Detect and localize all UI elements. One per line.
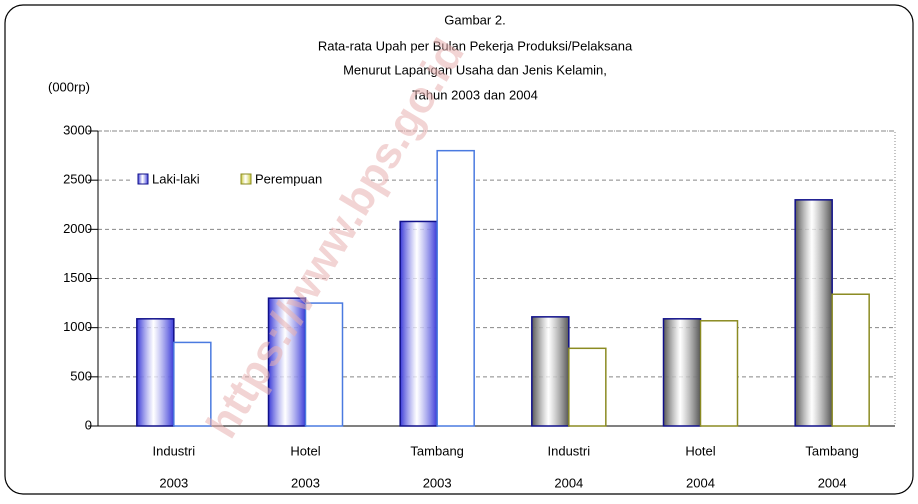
x-tick-label: 2004 — [554, 475, 583, 490]
chart-title: Menurut Lapangan Usaha dan Jenis Kelamin… — [343, 62, 607, 77]
x-tick-label: Tambang — [410, 443, 463, 458]
x-tick-label: 2004 — [818, 475, 847, 490]
bar — [531, 316, 570, 427]
x-tick-label: 2003 — [291, 475, 320, 490]
chart-title: Gambar 2. — [444, 12, 505, 27]
bar — [831, 293, 870, 427]
legend-swatch — [240, 173, 252, 185]
y-tick-label: 500 — [70, 368, 92, 383]
y-tick-label: 2500 — [63, 172, 92, 187]
x-tick-label: Industri — [153, 443, 196, 458]
bar — [794, 199, 833, 427]
y-tick-label: 2000 — [63, 221, 92, 236]
bar — [399, 220, 438, 427]
bar — [568, 347, 607, 427]
y-tick-label: 0 — [85, 417, 92, 432]
x-tick-label: 2003 — [423, 475, 452, 490]
legend-label: Laki-laki — [152, 171, 200, 186]
chart-title: Rata-rata Upah per Bulan Pekerja Produks… — [318, 38, 633, 53]
bar — [304, 302, 344, 427]
bar — [436, 149, 475, 427]
x-tick-label: Tambang — [805, 443, 858, 458]
bar — [662, 318, 702, 427]
x-tick-label: 2003 — [159, 475, 188, 490]
legend: Laki-laki Perempuan — [132, 170, 368, 188]
y-tick-label: 3000 — [63, 122, 92, 137]
legend-swatch — [137, 173, 149, 185]
bar — [699, 320, 739, 427]
legend-label: Perempuan — [255, 171, 322, 186]
bar — [136, 318, 175, 427]
chart-title: Tahun 2003 dan 2004 — [412, 87, 538, 102]
x-tick-label: Hotel — [290, 443, 320, 458]
x-tick-label: Hotel — [685, 443, 715, 458]
x-tick-label: 2004 — [686, 475, 715, 490]
y-tick-label: 1000 — [63, 319, 92, 334]
bar — [173, 341, 212, 427]
y-axis-label: (000rp) — [48, 79, 90, 94]
y-tick-label: 1500 — [63, 270, 92, 285]
x-tick-label: Industri — [548, 443, 591, 458]
